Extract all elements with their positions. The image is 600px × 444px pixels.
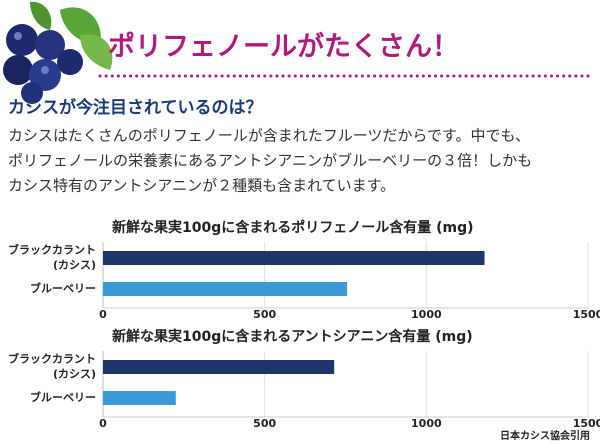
category-label: (カシス)	[53, 368, 96, 381]
page-title: ポリフェノールがたくさん！	[108, 31, 459, 63]
x-tick-label: 0	[99, 417, 107, 430]
bar	[103, 360, 335, 374]
paragraph-line: カシス特有のアントシアニンが２種類も含まれています。	[8, 177, 395, 195]
paragraph-line: カシスはたくさんのポリフェノールが含まれたフルーツだからです。中でも、	[8, 127, 530, 145]
x-tick-label: 500	[253, 308, 276, 321]
x-tick-label: 0	[99, 308, 107, 321]
chart-title: 新鮮な果実100gに含まれるポリフェノール含有量 (mg)	[112, 219, 474, 236]
section-heading: カシスが今注目されているのは？	[8, 97, 263, 118]
category-label: ブルーベリー	[30, 281, 96, 295]
bar	[103, 391, 176, 405]
category-label: ブルーベリー	[30, 390, 96, 404]
berry-illustration	[3, 1, 113, 104]
chart-title: 新鮮な果実100gに含まれるアントシアニン含有量 (mg)	[112, 328, 473, 345]
source-note: 日本カシス協会引用	[500, 429, 590, 442]
x-tick-label: 500	[253, 417, 276, 430]
bar	[103, 251, 485, 265]
x-tick-label: 1000	[411, 308, 442, 321]
paragraph-line: ポリフェノールの栄養素にあるアントシアニンがブルーベリーの３倍！しかも	[8, 152, 532, 170]
x-tick-label: 1500	[573, 308, 600, 321]
x-tick-label: 1000	[411, 417, 442, 430]
category-label: (カシス)	[53, 259, 96, 272]
category-label: ブラックカラント	[8, 243, 96, 257]
category-label: ブラックカラント	[8, 352, 96, 366]
bar	[103, 282, 348, 296]
x-tick-label: 1500	[573, 417, 600, 430]
